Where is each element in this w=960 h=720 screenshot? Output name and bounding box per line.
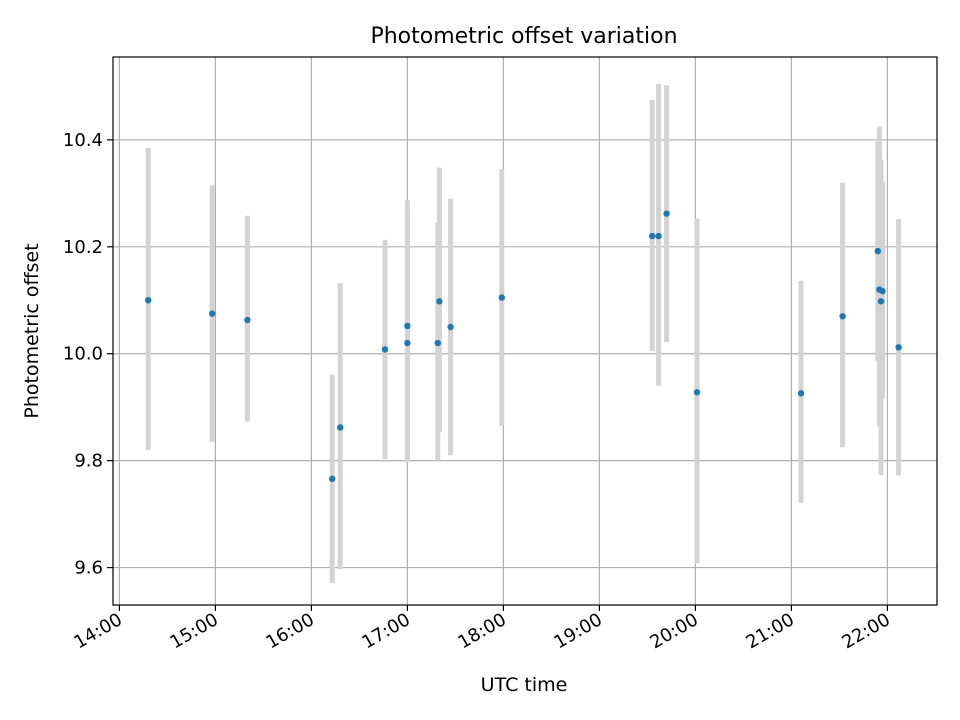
data-point	[381, 346, 389, 353]
data-point	[244, 316, 251, 324]
data-point	[404, 339, 411, 347]
data-point	[329, 475, 336, 483]
data-point	[693, 389, 701, 396]
data-point	[498, 294, 505, 301]
chart-title: Photometric offset variation	[370, 24, 677, 49]
data-point	[404, 322, 411, 330]
data-point	[877, 298, 885, 305]
data-point	[797, 390, 805, 397]
data-point	[434, 339, 441, 347]
y-tick-label: 9.6	[74, 558, 103, 579]
y-tick-label: 10.0	[63, 344, 103, 365]
y-axis-label: Photometric offset	[21, 243, 43, 418]
data-point	[337, 424, 344, 431]
data-points	[145, 210, 902, 483]
data-point	[879, 287, 886, 295]
y-tick-label: 9.8	[74, 451, 103, 472]
data-point	[874, 247, 881, 255]
y-tick-label: 10.2	[63, 237, 103, 258]
data-point	[655, 232, 662, 240]
y-axis-ticks: 9.6 9.8 10.0 10.2 10.4	[63, 130, 113, 579]
data-point	[895, 344, 902, 351]
y-tick-label: 10.4	[63, 130, 103, 151]
x-axis-label: UTC time	[481, 674, 568, 696]
data-point	[839, 313, 846, 320]
data-point	[447, 323, 454, 331]
data-point	[663, 210, 670, 217]
data-point	[436, 298, 443, 305]
plot-frame	[112, 56, 938, 606]
data-point	[145, 297, 152, 304]
data-point	[209, 310, 216, 317]
data-point	[649, 232, 656, 240]
